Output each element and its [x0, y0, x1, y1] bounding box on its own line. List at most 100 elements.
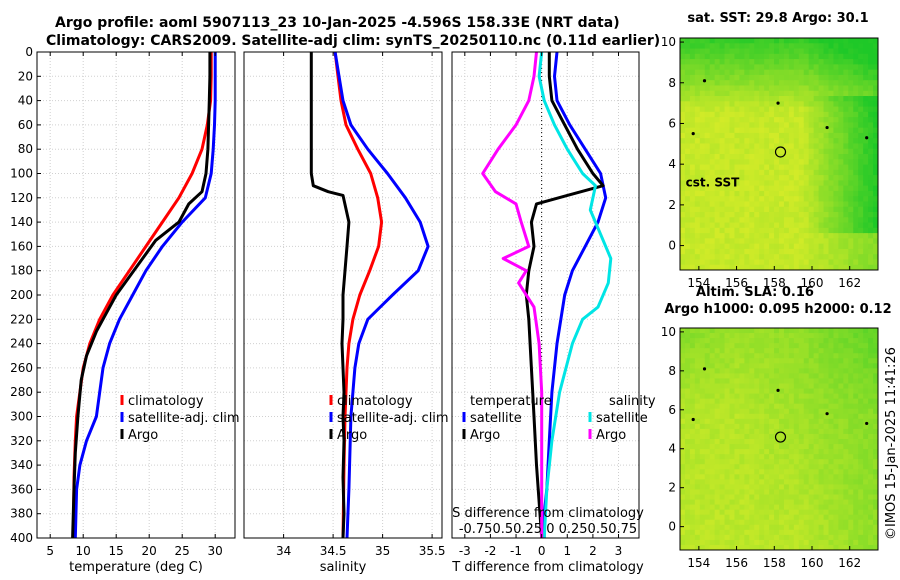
heatmap-cell	[808, 459, 815, 465]
heatmap-cell	[739, 64, 745, 71]
heatmap-cell	[779, 378, 785, 385]
heatmap-cell	[729, 111, 736, 118]
heatmap-cell	[838, 519, 844, 526]
heatmap-cell	[828, 254, 835, 261]
heatmap-cell	[803, 201, 810, 208]
heatmap-cell	[694, 122, 701, 129]
heatmap-cell	[779, 159, 785, 166]
heatmap-cell	[744, 328, 750, 334]
heatmap-cell	[699, 428, 706, 435]
heatmap-cell	[793, 383, 800, 390]
heatmap-cell	[769, 338, 775, 344]
heatmap-cell	[694, 474, 701, 480]
heatmap-cell	[833, 494, 839, 501]
heatmap-cell	[699, 222, 706, 229]
heatmap-cell	[709, 185, 716, 192]
heatmap-cell	[873, 111, 878, 118]
heatmap-cell	[709, 59, 716, 65]
heatmap-cell	[769, 254, 775, 261]
heatmap-cell	[788, 433, 795, 440]
heatmap-cell	[754, 439, 760, 445]
heatmap-cell	[853, 254, 859, 261]
heatmap-cell	[783, 138, 790, 145]
heatmap-cell	[709, 117, 716, 123]
heatmap-cell	[798, 343, 805, 349]
heatmap-cell	[788, 519, 795, 526]
heatmap-cell	[724, 185, 731, 192]
heatmap-cell	[808, 111, 815, 118]
heatmap-cell	[828, 69, 835, 76]
y-tick-label: 8	[668, 364, 676, 378]
heatmap-cell	[754, 373, 760, 380]
heatmap-cell	[803, 353, 810, 359]
heatmap-cell	[788, 479, 795, 486]
heatmap-cell	[818, 132, 825, 139]
heatmap-cell	[694, 544, 701, 550]
heatmap-cell	[699, 544, 706, 550]
heatmap-cell	[828, 383, 835, 390]
heatmap-cell	[833, 433, 839, 440]
heatmap-cell	[783, 393, 790, 400]
heatmap-cell	[699, 474, 706, 480]
heatmap-cell	[764, 238, 770, 245]
heatmap-cell	[694, 393, 701, 400]
heatmap-cell	[793, 418, 800, 425]
heatmap-cell	[719, 132, 726, 139]
heatmap-cell	[838, 494, 844, 501]
heatmap-cell	[734, 504, 740, 511]
heatmap-cell	[759, 196, 765, 203]
heatmap-cell	[793, 333, 800, 339]
heatmap-cell	[774, 534, 780, 541]
heatmap-cell	[774, 449, 780, 455]
heatmap-cell	[843, 388, 849, 395]
heatmap-cell	[863, 494, 869, 501]
heatmap-cell	[694, 148, 701, 155]
heatmap-cell	[788, 85, 795, 92]
heatmap-cell	[783, 439, 790, 445]
heatmap-cell	[803, 122, 810, 129]
heatmap-cell	[828, 175, 835, 181]
heatmap-cell	[863, 454, 869, 460]
heatmap-cell	[769, 388, 775, 395]
heatmap-cell	[823, 423, 830, 430]
heatmap-cell	[833, 328, 839, 334]
heatmap-cell	[798, 408, 805, 415]
heatmap-cell	[719, 333, 726, 339]
heatmap-cell	[873, 59, 878, 65]
heatmap-cell	[734, 233, 740, 239]
heatmap-cell	[779, 388, 785, 395]
heatmap-cell	[689, 449, 696, 455]
heatmap-cell	[680, 353, 686, 359]
heatmap-cell	[684, 64, 691, 71]
heatmap-cell	[788, 43, 795, 50]
heatmap-cell	[838, 388, 844, 395]
heatmap-cell	[704, 69, 711, 76]
heatmap-cell	[873, 403, 878, 410]
heatmap-cell	[694, 111, 701, 118]
heatmap-cell	[774, 254, 780, 261]
heatmap-cell	[704, 504, 711, 511]
heatmap-cell	[873, 164, 878, 171]
heatmap-cell	[719, 393, 726, 400]
heatmap-cell	[793, 106, 800, 113]
heatmap-cell	[863, 524, 869, 531]
heatmap-cell	[798, 106, 805, 113]
heatmap-cell	[813, 217, 820, 224]
heatmap-cell	[729, 106, 736, 113]
heatmap-cell	[858, 38, 864, 44]
difference-profile-panel: -3 -2 -1 0 1 2 3	[451, 51, 640, 558]
heatmap-cell	[828, 418, 835, 425]
heatmap-cell	[754, 449, 760, 455]
heatmap-cell	[699, 454, 706, 460]
heatmap-cell	[744, 43, 750, 50]
heatmap-cell	[754, 59, 760, 65]
heatmap-cell	[734, 383, 740, 390]
heatmap-cell	[843, 217, 849, 224]
heatmap-cell	[680, 111, 686, 118]
heatmap-cell	[724, 111, 731, 118]
heatmap-cell	[729, 393, 736, 400]
heatmap-cell	[808, 196, 815, 203]
heatmap-cell	[838, 96, 844, 102]
heatmap-cell	[739, 206, 745, 213]
heatmap-cell	[739, 190, 745, 197]
